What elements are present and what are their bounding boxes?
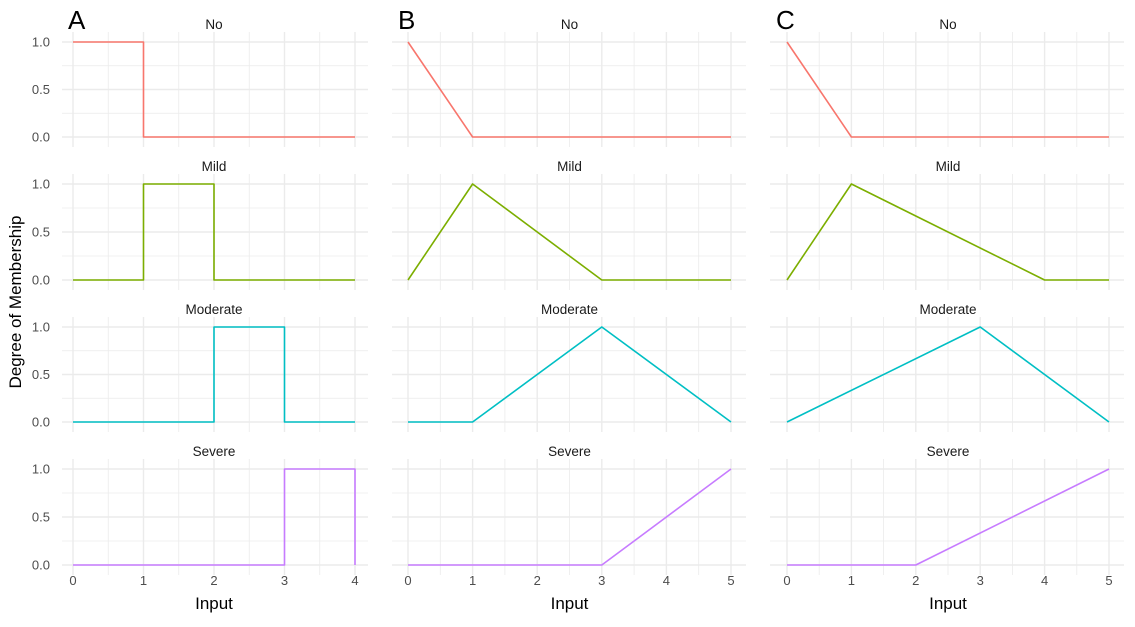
x-axis-title: Input	[551, 594, 589, 613]
x-tick-label: 5	[727, 573, 734, 588]
panel-letter: C	[776, 5, 795, 35]
x-tick-label: 2	[912, 573, 919, 588]
panel-c: C No Mild Moderate Severe 0 1 2 3 4 5 Input	[770, 5, 1124, 613]
x-tick-label: 1	[469, 573, 476, 588]
x-tick-label: 0	[783, 573, 790, 588]
facet-severe: 0.0 0.5 1.0 Severe	[32, 444, 368, 575]
panel-b: B No Mild Moderate Severe 0 1 2 3 4 5 Input	[392, 5, 746, 613]
y-axis-title: Degree of Membership	[6, 216, 25, 389]
series-line-moderate	[408, 326, 732, 423]
facet-strip-label: Mild	[557, 159, 582, 174]
x-tick-label: 4	[351, 573, 358, 588]
y-tick-label: 0.5	[32, 367, 50, 382]
y-tick-label: 0.5	[32, 82, 50, 97]
x-tick-label: 4	[663, 573, 670, 588]
series-line-no	[407, 41, 731, 138]
panel-letter: B	[398, 5, 415, 35]
series-line-no	[786, 41, 1109, 138]
x-tick-label: 3	[598, 573, 605, 588]
facet-no: 0.0 0.5 1.0 No	[32, 17, 368, 147]
y-tick-label: 0.0	[32, 558, 50, 573]
facet-strip-label: Moderate	[541, 302, 598, 317]
series-line-mild	[407, 183, 731, 281]
x-tick-label: 3	[977, 573, 984, 588]
x-tick-label: 2	[210, 573, 217, 588]
x-tick-label: 2	[534, 573, 541, 588]
facet-strip-label: Severe	[927, 444, 970, 459]
facet-mild: Mild	[392, 159, 746, 290]
y-tick-label: 1.0	[32, 177, 50, 192]
facet-no: No	[770, 17, 1124, 147]
series-line-severe	[73, 468, 356, 566]
facet-mild: 0.0 0.5 1.0 Mild	[32, 159, 368, 290]
series-line-moderate	[73, 326, 355, 423]
x-tick-label: 0	[69, 573, 76, 588]
x-tick-label: 5	[1105, 573, 1112, 588]
series-line-severe	[408, 468, 732, 566]
x-axis-title: Input	[195, 594, 233, 613]
series-line-mild	[73, 183, 355, 281]
panel-grid: A 0.0 0.5 1.0 No 0.0 0.5 1.0 Mild 0.0 0.5 1.0 Modera…	[32, 5, 1124, 613]
x-tick-label: 0	[404, 573, 411, 588]
facet-strip-label: Mild	[202, 159, 227, 174]
series-line-mild	[786, 183, 1109, 281]
series-line-severe	[787, 468, 1110, 566]
y-tick-label: 0.5	[32, 225, 50, 240]
y-tick-label: 0.0	[32, 273, 50, 288]
x-tick-label: 1	[848, 573, 855, 588]
y-tick-label: 0.0	[32, 415, 50, 430]
facet-strip-label: No	[205, 17, 222, 32]
facet-severe: Severe	[392, 444, 746, 575]
facet-moderate: Moderate	[770, 302, 1124, 432]
y-tick-label: 1.0	[32, 35, 50, 50]
y-tick-label: 0.0	[32, 130, 50, 145]
facet-moderate: 0.0 0.5 1.0 Moderate	[32, 302, 368, 432]
facet-strip-label: Severe	[548, 444, 591, 459]
panel-a: A 0.0 0.5 1.0 No 0.0 0.5 1.0 Mild 0.0 0.5 1.0 Modera…	[32, 5, 368, 613]
y-tick-label: 1.0	[32, 462, 50, 477]
facet-moderate: Moderate	[392, 302, 746, 432]
facet-strip-label: No	[939, 17, 956, 32]
x-tick-label: 1	[140, 573, 147, 588]
facet-strip-label: Moderate	[185, 302, 242, 317]
facet-strip-label: Mild	[936, 159, 961, 174]
series-line-no	[73, 41, 355, 138]
facet-mild: Mild	[770, 159, 1124, 290]
x-tick-label: 3	[281, 573, 288, 588]
facet-strip-label: No	[561, 17, 578, 32]
facet-strip-label: Moderate	[919, 302, 976, 317]
y-tick-label: 1.0	[32, 320, 50, 335]
facet-no: No	[392, 17, 746, 147]
x-tick-label: 4	[1041, 573, 1048, 588]
y-tick-label: 0.5	[32, 510, 50, 525]
panel-letter: A	[68, 5, 86, 35]
series-line-moderate	[786, 326, 1110, 423]
facet-severe: Severe	[770, 444, 1124, 575]
x-axis-title: Input	[929, 594, 967, 613]
facet-strip-label: Severe	[193, 444, 236, 459]
